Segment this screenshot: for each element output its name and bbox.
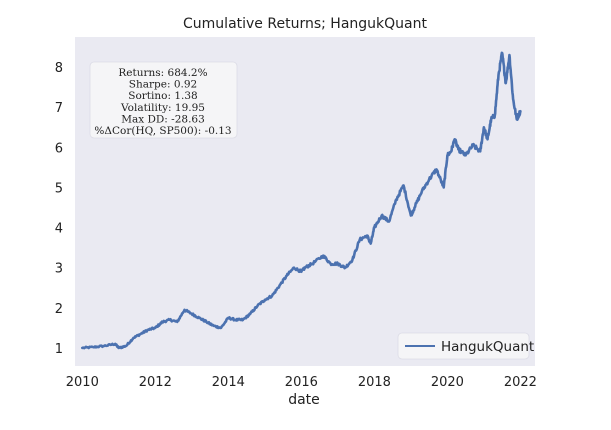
y-tick-label: 2 (55, 302, 63, 317)
y-tick-label: 1 (55, 342, 63, 357)
chart-title: Cumulative Returns; HangukQuant (183, 16, 427, 32)
x-tick-label: 2014 (212, 375, 245, 390)
y-axis: 1 2 3 4 5 6 7 8 (55, 61, 63, 357)
stats-box (89, 61, 238, 139)
series-line (81, 51, 522, 350)
y-tick-label: 8 (55, 61, 63, 76)
x-tick-label: 2010 (66, 375, 99, 390)
stats-line: Returns: 684.2% (118, 67, 207, 79)
y-tick-label: 6 (55, 141, 63, 156)
x-tick-label: 2022 (504, 375, 537, 390)
stats-line: Sharpe: 0.92 (129, 79, 197, 91)
y-tick-label: 3 (55, 262, 63, 277)
stats-line: Max DD: -28.63 (121, 113, 205, 125)
stats-line: %ΔCor(HQ, SP500): -0.13 (94, 125, 231, 137)
y-tick-label: 4 (55, 222, 63, 237)
x-axis-label: date (288, 392, 320, 408)
x-tick-label: 2016 (285, 375, 318, 390)
series-group (81, 51, 522, 350)
legend: HangukQuant (397, 332, 534, 360)
stats-line: Volatility: 19.95 (120, 102, 205, 114)
x-tick-label: 2012 (139, 375, 172, 390)
legend-box (397, 332, 530, 360)
x-tick-label: 2018 (358, 375, 391, 390)
y-tick-label: 5 (55, 181, 63, 196)
y-tick-label: 7 (55, 101, 63, 116)
stats-line: Sortino: 1.38 (128, 90, 197, 102)
x-tick-label: 2020 (431, 375, 464, 390)
legend-label: HangukQuant (441, 339, 534, 355)
x-axis: 2010 2012 2014 2016 2018 2020 2022 (66, 375, 537, 390)
